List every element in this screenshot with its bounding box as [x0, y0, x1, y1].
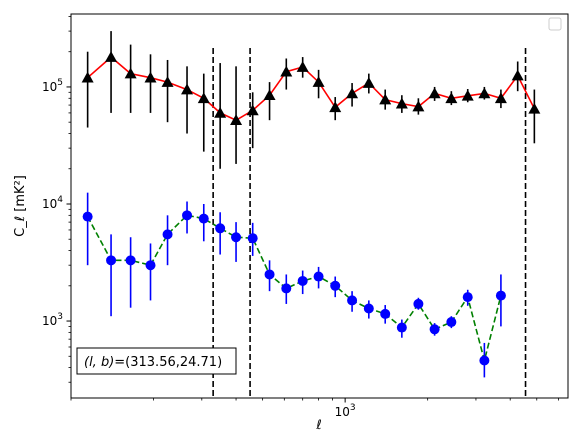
- series-1-point: [214, 106, 227, 118]
- series-2-point: [182, 210, 193, 221]
- series-2-point: [125, 255, 136, 266]
- series-2-point: [363, 303, 374, 314]
- series-2-point: [264, 269, 275, 280]
- axis-ticks: 103 103 104 105: [42, 16, 559, 419]
- series-2-point: [495, 290, 506, 301]
- y-tick-label: 103: [42, 312, 63, 328]
- series-2-point: [162, 229, 173, 240]
- series-1-point: [81, 71, 94, 83]
- series-1-point: [461, 89, 474, 101]
- series-1-point: [124, 67, 137, 79]
- series-2-point: [231, 232, 242, 243]
- series-1-point: [181, 83, 194, 95]
- series-2-point: [297, 275, 308, 286]
- series-1-point: [263, 89, 276, 101]
- x-tick-label: 103: [335, 403, 356, 419]
- series-2-point: [106, 255, 117, 266]
- series-1-point: [197, 92, 210, 104]
- series-1-point: [412, 100, 425, 112]
- x-axis-label: ℓ: [315, 418, 321, 433]
- y-axis-label: C_ℓ [mK²]: [13, 175, 28, 237]
- series-2-point: [429, 324, 440, 335]
- series-2-point: [479, 355, 490, 366]
- series-1-point: [445, 92, 458, 104]
- series-1-point: [395, 97, 408, 109]
- series-1-point: [528, 102, 541, 114]
- series-2-point: [396, 322, 407, 333]
- series-2-point: [413, 298, 424, 309]
- series-1-point: [346, 87, 359, 99]
- plot-frame: [70, 13, 569, 399]
- series-2-point: [82, 211, 93, 222]
- series-1-point: [280, 65, 293, 77]
- annotation-value: =(313.56,24.71): [114, 355, 222, 370]
- series-2-point: [380, 308, 391, 319]
- legend-box: [548, 17, 562, 31]
- series-1-point: [511, 69, 524, 81]
- series-2-point: [215, 223, 226, 234]
- series-1-line: [87, 56, 536, 122]
- series-2-point: [313, 271, 324, 282]
- series-1-point: [428, 87, 441, 99]
- series-1-point: [246, 104, 259, 116]
- series-2-point: [462, 292, 473, 303]
- series-2-line: [86, 214, 502, 364]
- series-1-point: [296, 61, 309, 72]
- series-2-point: [145, 260, 156, 271]
- series-1-point: [478, 87, 491, 99]
- chart-marks: [81, 31, 541, 398]
- series-2-point: [247, 233, 258, 244]
- series-1-point: [329, 101, 342, 113]
- series-2-point: [281, 283, 292, 294]
- series-2-point: [198, 213, 209, 224]
- y-tick-label: 104: [42, 195, 63, 211]
- series-1-point: [494, 92, 507, 104]
- series-1-point: [230, 114, 243, 125]
- series-1-point: [161, 76, 174, 87]
- svg-text:(l, b)=(313.56,24.71): (l, b)=(313.56,24.71): [84, 355, 222, 370]
- series-1-point: [379, 93, 392, 105]
- series-1-point: [105, 51, 118, 62]
- series-2-point: [347, 295, 358, 306]
- series-1-point: [362, 77, 375, 88]
- annotation-prefix: (l, b): [84, 355, 114, 370]
- series-1-point: [312, 76, 325, 87]
- series-2-point: [446, 317, 457, 328]
- y-tick-label: 105: [42, 78, 63, 94]
- series-2-point: [330, 280, 341, 291]
- annotation-box: (l, b)=(313.56,24.71): [76, 347, 237, 375]
- series-1-point: [144, 71, 157, 83]
